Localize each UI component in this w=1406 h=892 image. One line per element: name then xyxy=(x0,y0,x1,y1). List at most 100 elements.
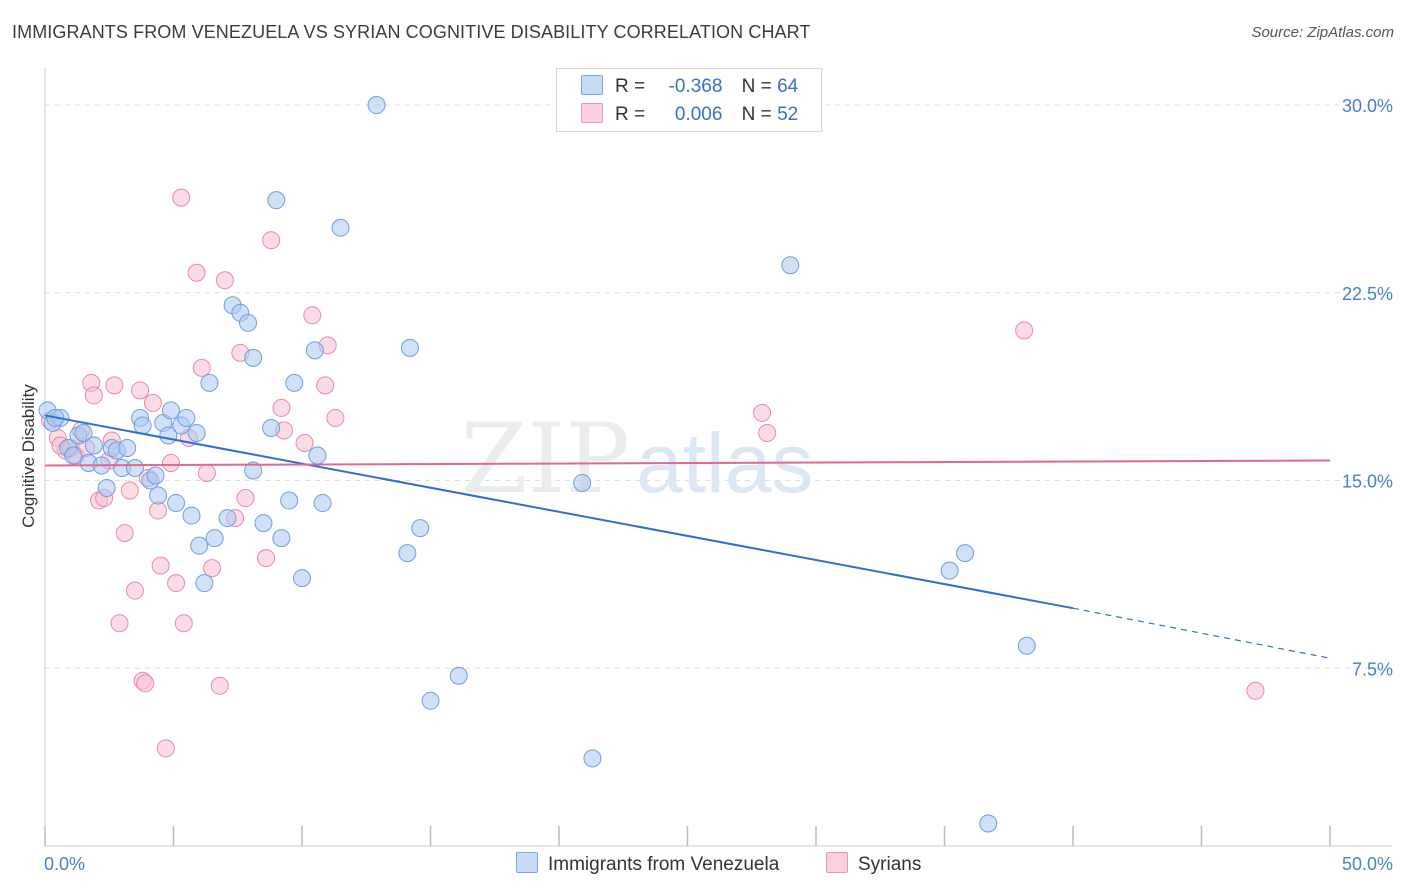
data-point-venezuela xyxy=(195,574,214,593)
bottom-legend-label-syrians: Syrians xyxy=(858,854,922,875)
y-tick-label: 7.5% xyxy=(1352,659,1393,679)
bottom-legend-swatch-syrians xyxy=(826,852,848,873)
legend-n-label: N = xyxy=(741,76,772,97)
gridlines xyxy=(45,104,1392,669)
data-point-syrians xyxy=(272,398,291,417)
data-point-venezuela xyxy=(182,506,201,525)
data-point-syrians xyxy=(110,614,129,633)
data-point-venezuela xyxy=(331,218,350,237)
data-point-syrians xyxy=(143,393,162,412)
data-point-syrians xyxy=(172,188,191,207)
data-point-syrians xyxy=(115,524,134,543)
data-point-venezuela xyxy=(146,466,165,485)
data-point-syrians xyxy=(326,408,345,427)
data-point-venezuela xyxy=(125,459,144,478)
legend-r-label: R = xyxy=(615,76,646,97)
chart-source: Source: ZipAtlas.com xyxy=(1251,24,1394,41)
data-point-venezuela xyxy=(254,514,273,533)
data-point-syrians xyxy=(105,376,124,395)
data-point-syrians xyxy=(257,549,276,568)
data-point-syrians xyxy=(120,481,139,500)
data-point-syrians xyxy=(303,306,322,325)
trend-line-syrians xyxy=(44,459,1331,467)
data-point-syrians xyxy=(316,376,335,395)
bottom-legend-syrians: Syrians xyxy=(826,852,921,876)
data-point-venezuela xyxy=(205,529,224,548)
data-point-venezuela xyxy=(940,561,959,580)
data-point-syrians xyxy=(131,381,150,400)
legend-swatch-venezuela xyxy=(581,75,603,95)
data-point-syrians xyxy=(84,386,103,405)
data-point-syrians xyxy=(215,271,234,290)
data-point-venezuela xyxy=(781,256,800,275)
data-point-venezuela xyxy=(187,423,206,442)
data-point-venezuela xyxy=(190,536,209,555)
x-tick-label: 0.0% xyxy=(44,854,85,874)
data-point-syrians xyxy=(125,581,144,600)
legend-r-value: -0.368 xyxy=(668,76,723,97)
data-point-syrians xyxy=(210,676,229,695)
data-point-syrians xyxy=(1246,681,1265,700)
data-point-venezuela xyxy=(97,479,116,498)
trend-lines xyxy=(44,414,1331,659)
data-point-venezuela xyxy=(74,423,93,442)
data-point-syrians xyxy=(295,433,314,452)
data-point-venezuela xyxy=(979,814,998,833)
data-point-venezuela xyxy=(367,96,386,115)
data-point-syrians xyxy=(262,231,281,250)
data-point-venezuela xyxy=(64,446,83,465)
data-point-venezuela xyxy=(84,436,103,455)
bottom-legend-swatch-venezuela xyxy=(516,852,538,873)
data-point-venezuela xyxy=(583,749,602,768)
data-point-venezuela xyxy=(149,486,168,505)
data-point-venezuela xyxy=(167,494,186,513)
data-point-venezuela xyxy=(133,416,152,435)
data-point-syrians xyxy=(187,263,206,282)
trend-line-venezuela xyxy=(44,414,1074,610)
data-point-syrians xyxy=(149,501,168,520)
data-point-venezuela xyxy=(177,408,196,427)
data-point-syrians xyxy=(1015,321,1034,340)
legend-swatch-syrians xyxy=(581,103,603,123)
data-point-venezuela xyxy=(244,461,263,480)
legend-r-value: 0.006 xyxy=(674,104,723,125)
data-point-venezuela xyxy=(313,494,332,513)
y-tick-label: 22.5% xyxy=(1342,284,1393,304)
legend: R = -0.368 N = 64 R = 0.006 N = 52 xyxy=(556,68,822,132)
bottom-legend-label-venezuela: Immigrants from Venezuela xyxy=(548,854,780,875)
legend-row-venezuela: R = -0.368 N = 64 xyxy=(581,75,798,98)
data-point-venezuela xyxy=(118,438,137,457)
legend-row-syrians: R = 0.006 N = 52 xyxy=(581,103,798,126)
data-point-syrians xyxy=(758,423,777,442)
data-point-venezuela xyxy=(262,418,281,437)
data-point-syrians xyxy=(197,464,216,483)
data-point-syrians xyxy=(753,403,772,422)
data-point-syrians xyxy=(161,454,180,472)
data-point-syrians xyxy=(192,358,211,377)
tick-labels: 7.5% 15.0% 22.5% 30.0% 0.0% 50.0% xyxy=(44,96,1393,874)
legend-n-value: 64 xyxy=(777,76,799,97)
data-point-venezuela xyxy=(267,191,286,210)
chart-title: IMMIGRANTS FROM VENEZUELA VS SYRIAN COGN… xyxy=(12,22,811,42)
bottom-legend-venezuela: Immigrants from Venezuela xyxy=(516,852,779,876)
y-axis-label: Cognitive Disability xyxy=(19,384,38,528)
data-point-venezuela xyxy=(285,373,304,392)
data-point-venezuela xyxy=(398,544,417,563)
data-point-syrians xyxy=(156,739,175,758)
data-point-venezuela xyxy=(293,569,311,588)
data-point-venezuela xyxy=(161,401,180,420)
legend-n-value: 52 xyxy=(777,104,799,125)
data-point-venezuela xyxy=(272,529,291,548)
data-point-venezuela xyxy=(308,446,327,465)
data-point-venezuela xyxy=(305,341,324,360)
x-tick-label: 50.0% xyxy=(1342,854,1393,874)
data-point-syrians xyxy=(203,559,222,578)
data-point-venezuela xyxy=(239,313,258,332)
axes xyxy=(44,68,1392,847)
data-point-venezuela xyxy=(421,691,440,710)
data-point-syrians xyxy=(136,674,155,693)
data-point-venezuela xyxy=(1017,636,1036,655)
data-point-venezuela xyxy=(411,519,430,538)
y-tick-label: 30.0% xyxy=(1342,96,1393,116)
